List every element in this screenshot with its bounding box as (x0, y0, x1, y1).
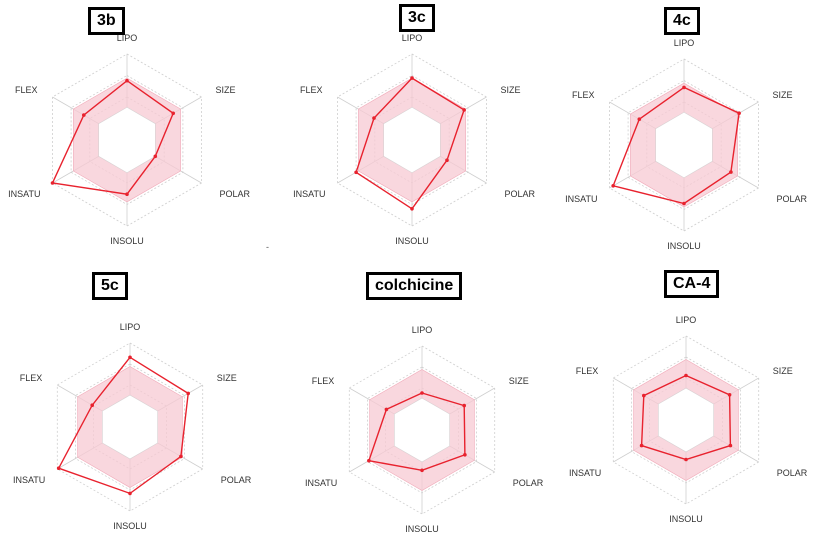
data-point-size (462, 403, 467, 408)
axis-label-polar: POLAR (221, 475, 252, 485)
data-point-flex (384, 407, 389, 412)
data-point-size (186, 391, 190, 396)
data-point-insolu (125, 192, 129, 196)
axis-label-insatu: INSATU (565, 194, 597, 204)
data-point-size (727, 393, 732, 397)
data-point-polar (445, 158, 449, 162)
axis-label-insolu: INSOLU (395, 236, 429, 246)
data-point-insatu (611, 184, 615, 188)
axis-label-insolu: INSOLU (669, 514, 703, 524)
data-point-polar (153, 154, 158, 159)
data-point-size (171, 111, 175, 116)
radar-chart-6: LIPO SIZE POLAR INSOLU INSATU FLEX (569, 315, 808, 524)
axis-label-insatu: INSATU (293, 189, 325, 199)
data-point-insolu (420, 468, 424, 473)
data-point-insolu (684, 457, 688, 462)
chart-title-5: colchicine (366, 272, 463, 300)
inner-hexagon (383, 106, 441, 174)
data-point-insolu (682, 201, 686, 206)
axis-label-lipo: LIPO (402, 33, 423, 43)
axis-label-flex: FLEX (312, 376, 335, 386)
inner-hexagon (102, 394, 158, 460)
data-point-size (737, 111, 741, 115)
chart-title-3: 4c (664, 7, 700, 35)
data-point-insolu (128, 491, 132, 496)
radar-chart-4: LIPO SIZE POLAR INSOLU INSATU FLEX (13, 322, 252, 531)
axis-label-size: SIZE (216, 85, 236, 95)
axis-label-insatu: INSATU (305, 478, 337, 488)
radar-chart-5: LIPO SIZE POLAR INSOLU INSATU FLEX (305, 325, 544, 534)
chart-title-2: 3c (399, 4, 435, 32)
axis-label-size: SIZE (773, 366, 793, 376)
axis-label-lipo: LIPO (674, 38, 695, 48)
data-point-lipo (420, 391, 424, 395)
axis-label-lipo: LIPO (117, 33, 138, 43)
axis-label-insatu: INSATU (569, 468, 601, 478)
axis-label-insolu: INSOLU (667, 241, 701, 251)
axis-label-flex: FLEX (300, 85, 323, 95)
data-point-polar (179, 454, 183, 459)
axis-label-polar: POLAR (777, 468, 808, 478)
axis-label-lipo: LIPO (676, 315, 697, 325)
inner-hexagon (394, 397, 450, 463)
data-point-lipo (410, 76, 414, 80)
data-point-flex (637, 117, 642, 121)
axis-label-size: SIZE (501, 85, 521, 95)
inner-hexagon (658, 387, 714, 453)
chart-title-6: CA-4 (664, 270, 720, 298)
axis-label-insatu: INSATU (13, 475, 45, 485)
data-point-insolu (410, 207, 414, 211)
axis-label-insolu: INSOLU (110, 236, 144, 246)
axis-label-polar: POLAR (513, 478, 544, 488)
data-point-insatu (50, 181, 55, 185)
data-point-flex (372, 116, 376, 120)
data-point-lipo (128, 355, 132, 360)
data-point-flex (642, 393, 646, 398)
radar-chart-2: LIPO SIZE POLAR INSOLU INSATU FLEX (293, 33, 535, 246)
data-point-size (462, 108, 466, 112)
data-point-flex (82, 113, 86, 117)
axis-label-polar: POLAR (220, 189, 251, 199)
data-point-insatu (367, 458, 371, 463)
axis-label-polar: POLAR (505, 189, 536, 199)
data-point-polar (463, 453, 467, 457)
chart-title-4: 5c (92, 272, 128, 300)
axis-label-size: SIZE (509, 376, 529, 386)
data-point-insatu (354, 170, 358, 175)
stray-mark: - (266, 242, 269, 252)
axis-label-flex: FLEX (15, 85, 38, 95)
axis-label-size: SIZE (773, 90, 793, 100)
data-point-insatu (639, 443, 644, 448)
data-point-polar (729, 170, 733, 174)
chart-title-1: 3b (88, 7, 125, 35)
inner-hexagon (655, 111, 713, 179)
inner-hexagon (98, 106, 156, 174)
axis-label-flex: FLEX (20, 373, 43, 383)
data-point-insatu (56, 466, 61, 471)
radar-chart-1: LIPO SIZE POLAR INSOLU INSATU FLEX (8, 33, 250, 246)
data-point-lipo (682, 85, 686, 90)
data-point-flex (90, 403, 94, 408)
axis-label-insolu: INSOLU (113, 521, 147, 531)
axis-label-size: SIZE (217, 373, 237, 383)
radar-chart-3: LIPO SIZE POLAR INSOLU INSATU FLEX (565, 38, 807, 251)
axis-label-insolu: INSOLU (405, 524, 439, 534)
data-point-polar (728, 443, 733, 448)
axis-label-insatu: INSATU (8, 189, 40, 199)
data-point-lipo (125, 78, 129, 83)
axis-label-polar: POLAR (777, 194, 808, 204)
axis-label-lipo: LIPO (412, 325, 433, 335)
data-point-lipo (684, 373, 688, 378)
axis-label-flex: FLEX (576, 366, 599, 376)
axis-label-flex: FLEX (572, 90, 595, 100)
axis-label-lipo: LIPO (120, 322, 141, 332)
